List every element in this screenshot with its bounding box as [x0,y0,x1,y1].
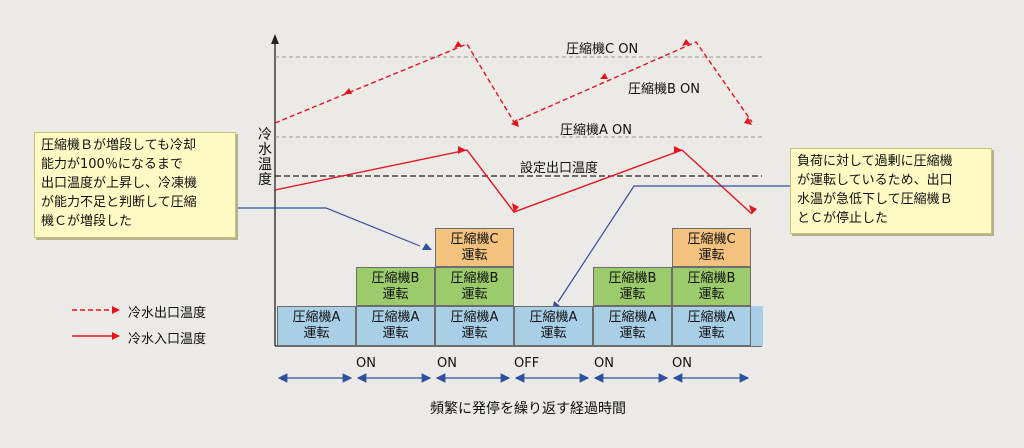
compressor-b-block: 圧縮機B 運転 [356,267,435,306]
timeline-label: ON [594,356,614,371]
compressor-a-block: 圧縮機A 運転 [514,306,593,346]
note-left-line: 能力が100％になるまで [41,157,183,172]
x-axis-label: 頻繁に発停を繰り返す経過時間 [430,401,626,417]
compressor-a-block: 圧縮機A 運転 [277,306,356,346]
timeline-label: ON [437,356,457,371]
y-axis-arrow [271,34,279,44]
compressor-a-block: 圧縮機A 運転 [356,306,435,346]
pointer-left [234,207,421,247]
compressor-a-block: 圧縮機A 運転 [593,306,672,346]
label-c-on: 圧縮機C ON [566,42,639,57]
compressor-a-block: 圧縮機A 運転 [672,306,751,346]
label-setpoint: 設定出口温度 [520,161,599,176]
note-left-line: 機Ｃが増段した [41,214,133,229]
compressor-c-block: 圧縮機C 運転 [672,228,751,267]
pointer-right [557,185,790,303]
y-axis-label: 冷 水 温 度 [257,128,273,188]
note-left-line: 出口温度が上昇し、冷凍機 [41,176,198,191]
y-axis-label-char: 度 [258,172,272,188]
timeline-label: OFF [514,356,540,371]
legend-inlet-label: 冷水入口温度 [128,332,207,347]
note-left: 圧縮機Ｂが増段しても冷却 能力が100％になるまで 出口温度が上昇し、冷凍機 が… [34,132,236,238]
y-axis-label-char: 水 [258,142,272,158]
y-axis-label-char: 冷 [258,127,272,143]
compressor-c-block: 圧縮機C 運転 [435,228,514,267]
compressor-b-block: 圧縮機B 運転 [435,267,514,306]
compressor-b-block: 圧縮機B 運転 [593,267,672,306]
y-axis-label-char: 温 [258,157,272,173]
timeline-label: ON [672,356,692,371]
note-right-line: が運転しているため、出口 [797,173,953,188]
legend-outlet-label: 冷水出口温度 [128,306,207,321]
label-b-on: 圧縮機B ON [628,82,701,97]
note-right: 負荷に対して過剰に圧縮機 が運転しているため、出口 水温が急低下して圧縮機Ｂ と… [790,148,992,234]
note-right-line: 水温が急低下して圧縮機Ｂ [797,192,953,207]
note-left-line: 圧縮機Ｂが増段しても冷却 [41,138,196,153]
note-left-line: が能力不足と判断して圧縮 [41,195,197,210]
compressor-a-block: 圧縮機A 運転 [435,306,514,346]
note-right-line: とＣが停止した [797,211,889,226]
note-right-line: 負荷に対して過剰に圧縮機 [797,154,953,169]
compressor-b-block: 圧縮機B 運転 [672,267,751,306]
timeline-label: ON [356,356,376,371]
label-a-on: 圧縮機A ON [560,123,632,138]
